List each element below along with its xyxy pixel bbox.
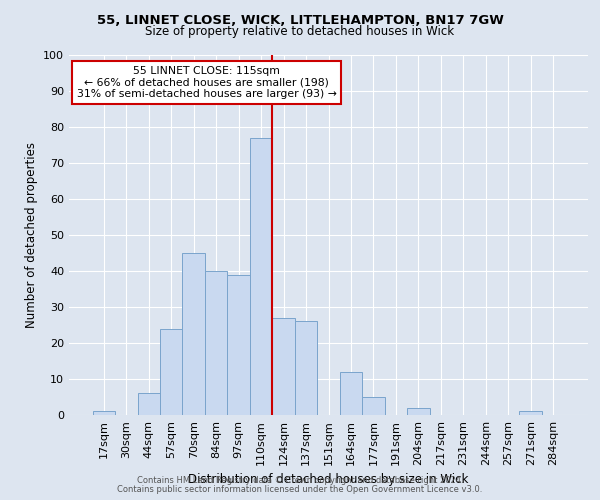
Bar — [137, 394, 160, 415]
Bar — [340, 372, 362, 415]
Bar — [295, 322, 317, 415]
Bar — [182, 253, 205, 415]
Text: Contains HM Land Registry data © Crown copyright and database right 2024.: Contains HM Land Registry data © Crown c… — [137, 476, 463, 485]
Bar — [227, 274, 250, 415]
Bar — [407, 408, 430, 415]
Y-axis label: Number of detached properties: Number of detached properties — [25, 142, 38, 328]
Text: 55 LINNET CLOSE: 115sqm
← 66% of detached houses are smaller (198)
31% of semi-d: 55 LINNET CLOSE: 115sqm ← 66% of detache… — [77, 66, 337, 99]
Bar — [362, 397, 385, 415]
Bar — [520, 412, 542, 415]
Bar — [272, 318, 295, 415]
Bar — [250, 138, 272, 415]
Text: 55, LINNET CLOSE, WICK, LITTLEHAMPTON, BN17 7GW: 55, LINNET CLOSE, WICK, LITTLEHAMPTON, B… — [97, 14, 503, 27]
Bar — [205, 271, 227, 415]
Bar — [92, 412, 115, 415]
Text: Contains public sector information licensed under the Open Government Licence v3: Contains public sector information licen… — [118, 484, 482, 494]
Bar — [160, 328, 182, 415]
Text: Size of property relative to detached houses in Wick: Size of property relative to detached ho… — [145, 25, 455, 38]
X-axis label: Distribution of detached houses by size in Wick: Distribution of detached houses by size … — [188, 474, 469, 486]
